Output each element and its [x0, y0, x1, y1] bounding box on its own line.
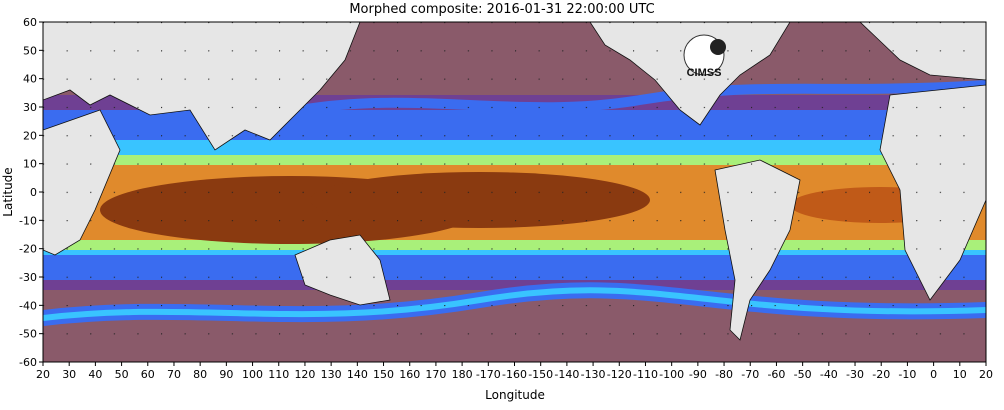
x-tick-label: -60 — [767, 368, 785, 381]
x-tick-label: 20 — [979, 368, 993, 381]
x-tick-label: 150 — [373, 368, 394, 381]
x-tick-label: -20 — [872, 368, 890, 381]
x-tick-label: -140 — [554, 368, 579, 381]
x-tick-label: -10 — [898, 368, 916, 381]
x-tick-label: 140 — [347, 368, 368, 381]
x-tick-label: -110 — [633, 368, 658, 381]
y-tick-label: -10 — [19, 214, 37, 227]
x-tick-label: 30 — [62, 368, 76, 381]
y-tick-label: 0 — [30, 186, 37, 199]
y-tick-label: 60 — [23, 16, 37, 29]
y-tick-label: 30 — [23, 101, 37, 114]
y-tick-label: 20 — [23, 129, 37, 142]
grid-dots — [43, 22, 986, 362]
y-tick-label: 50 — [23, 44, 37, 57]
x-tick-label: 160 — [399, 368, 420, 381]
map-title: Morphed composite: 2016-01-31 22:00:00 U… — [349, 2, 655, 17]
x-tick-label: -50 — [794, 368, 812, 381]
x-tick-label: -80 — [715, 368, 733, 381]
x-tick-label: 0 — [930, 368, 937, 381]
x-ticks: 20 30 40 50 60 70 80 90 100 110 120 130 140 150 160 170… — [36, 362, 993, 381]
x-tick-label: -40 — [820, 368, 838, 381]
x-tick-label: 90 — [219, 368, 233, 381]
x-tick-label: 180 — [452, 368, 473, 381]
x-tick-label: -70 — [741, 368, 759, 381]
y-tick-label: -60 — [19, 356, 37, 369]
logo-text: CIMSS — [687, 67, 722, 79]
x-tick-label: 120 — [294, 368, 315, 381]
y-tick-label: -40 — [19, 299, 37, 312]
x-tick-label: -170 — [476, 368, 501, 381]
x-tick-label: -160 — [502, 368, 527, 381]
x-axis-label: Longitude — [485, 388, 545, 402]
map-plot-area — [43, 22, 986, 362]
x-tick-label: -150 — [528, 368, 553, 381]
y-tick-label: 10 — [23, 158, 37, 171]
x-tick-label: 110 — [268, 368, 289, 381]
x-tick-label: 40 — [88, 368, 102, 381]
y-ticks: 60 50 40 30 20 10 0 -10 -20 -30 -40 -50 -60 — [19, 16, 43, 369]
y-tick-label: -20 — [19, 243, 37, 256]
x-tick-label: -100 — [659, 368, 684, 381]
y-tick-label: -50 — [19, 328, 37, 341]
x-tick-label: -130 — [581, 368, 606, 381]
x-tick-label: 170 — [425, 368, 446, 381]
x-tick-label: 70 — [167, 368, 181, 381]
x-tick-label: 60 — [141, 368, 155, 381]
x-tick-label: -120 — [607, 368, 632, 381]
x-tick-label: 20 — [36, 368, 50, 381]
x-tick-label: 130 — [321, 368, 342, 381]
cimss-logo: CIMSS — [683, 34, 726, 79]
x-tick-label: 100 — [242, 368, 263, 381]
y-tick-label: 40 — [23, 73, 37, 86]
y-tick-label: -30 — [19, 271, 37, 284]
x-tick-label: 10 — [953, 368, 967, 381]
x-tick-label: 50 — [115, 368, 129, 381]
x-tick-label: -30 — [846, 368, 864, 381]
x-tick-label: 80 — [193, 368, 207, 381]
x-tick-label: -90 — [689, 368, 707, 381]
